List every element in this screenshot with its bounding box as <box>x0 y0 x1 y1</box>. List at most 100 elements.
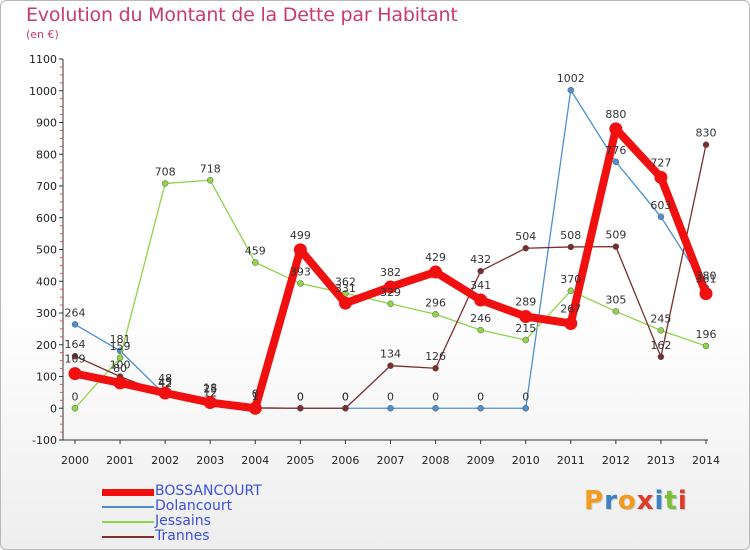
data-point-trannes <box>297 405 304 412</box>
data-label: 245 <box>650 312 671 325</box>
legend-swatch <box>102 489 154 496</box>
data-label: 0 <box>342 390 349 403</box>
x-tick-label: 2005 <box>286 454 314 467</box>
y-tick-label: -100 <box>32 434 57 447</box>
legend-label: BOSSANCOURT <box>155 483 262 499</box>
data-point-jessains <box>297 280 304 287</box>
data-label: 776 <box>605 144 626 157</box>
data-label: 380 <box>696 270 717 283</box>
data-label: 880 <box>605 108 626 121</box>
data-label: 1 <box>252 390 259 403</box>
data-label: 48 <box>158 372 172 385</box>
data-label: 499 <box>290 229 311 242</box>
data-point-bossancourt <box>429 265 443 279</box>
legend-label: Trannes <box>155 528 210 544</box>
data-point-trannes <box>612 243 620 250</box>
x-tick-label: 2001 <box>106 454 134 467</box>
x-tick-label: 2006 <box>331 454 359 467</box>
data-point-jessains <box>116 354 124 362</box>
data-label: 362 <box>335 275 356 288</box>
data-label: 100 <box>110 359 131 372</box>
data-label: 12 <box>203 386 217 399</box>
x-tick-label: 2014 <box>692 454 720 467</box>
data-label: 25 <box>203 382 217 395</box>
data-label: 45 <box>158 376 172 389</box>
legend-label: Jessains <box>155 513 211 529</box>
data-label: 0 <box>477 390 484 403</box>
y-tick-label: 600 <box>36 212 57 225</box>
data-label: 109 <box>65 353 86 366</box>
data-label: 727 <box>650 156 671 169</box>
data-point-trannes <box>522 244 529 252</box>
y-tick-label: 0 <box>50 402 57 415</box>
x-tick-label: 2003 <box>196 454 224 467</box>
data-label: 159 <box>110 340 131 353</box>
data-point-dolancourt <box>387 405 394 412</box>
data-point-jessains <box>522 336 529 344</box>
data-label: 0 <box>297 390 304 403</box>
data-point-jessains <box>342 290 349 297</box>
data-label: 1 <box>252 390 259 403</box>
y-tick-label: 100 <box>36 371 57 384</box>
data-label: 126 <box>425 350 446 363</box>
data-point-bossancourt <box>654 170 668 184</box>
x-tick-label: 2004 <box>241 454 269 467</box>
data-label: 18 <box>203 382 217 395</box>
data-point-trannes <box>387 362 394 369</box>
y-tick-label: 500 <box>36 244 57 257</box>
data-label: 393 <box>290 265 311 278</box>
x-tick-label: 2012 <box>602 454 630 467</box>
data-label: 246 <box>470 312 491 325</box>
data-point-bossancourt <box>564 316 578 330</box>
logo-letter: i <box>654 486 665 516</box>
data-point-jessains <box>702 342 710 350</box>
y-tick-label: 1000 <box>29 85 57 98</box>
data-point-trannes <box>657 353 665 361</box>
y-tick-label: 700 <box>36 180 57 193</box>
data-point-jessains <box>567 287 575 295</box>
data-point-bossancourt <box>248 401 262 415</box>
data-point-dolancourt <box>612 158 620 166</box>
data-point-bossancourt <box>293 243 307 257</box>
data-label: 504 <box>515 230 536 243</box>
data-label: 432 <box>470 253 491 266</box>
x-tick-label: 2008 <box>422 454 450 467</box>
data-label: 382 <box>380 266 401 279</box>
legend-label: Dolancourt <box>155 498 233 514</box>
data-point-jessains <box>161 180 169 187</box>
chart-title: Evolution du Montant de la Dette par Hab… <box>26 4 458 26</box>
data-label: 134 <box>380 348 401 361</box>
logo-letter: r <box>604 486 618 516</box>
data-label: 0 <box>297 390 304 403</box>
data-label: 718 <box>200 162 221 175</box>
data-point-bossancourt <box>113 376 127 390</box>
data-label: 162 <box>650 339 671 352</box>
data-point-bossancourt <box>158 386 172 400</box>
data-point-trannes <box>71 352 79 360</box>
data-label: 0 <box>387 390 394 403</box>
data-point-jessains <box>612 308 620 315</box>
data-point-jessains <box>387 300 394 308</box>
data-point-trannes <box>702 141 710 148</box>
data-label: 264 <box>65 306 86 319</box>
x-tick-label: 2007 <box>377 454 405 467</box>
data-point-jessains <box>477 326 484 334</box>
x-tick-label: 2011 <box>557 454 585 467</box>
data-point-dolancourt <box>432 405 439 412</box>
data-point-dolancourt <box>657 213 665 221</box>
y-tick-label: 800 <box>36 148 57 161</box>
proxiti-logo: Proxiti <box>584 486 688 516</box>
logo-letter: o <box>617 486 637 516</box>
x-tick-label: 2010 <box>512 454 540 467</box>
logo-letter: t <box>664 486 678 516</box>
data-label: 1002 <box>557 72 585 85</box>
data-point-jessains <box>71 405 79 412</box>
data-label: 196 <box>696 328 717 341</box>
data-point-trannes <box>432 364 439 372</box>
data-point-bossancourt <box>384 280 397 294</box>
data-label: 215 <box>515 322 536 335</box>
logo-letter: i <box>677 486 688 516</box>
data-label: 80 <box>113 362 127 375</box>
